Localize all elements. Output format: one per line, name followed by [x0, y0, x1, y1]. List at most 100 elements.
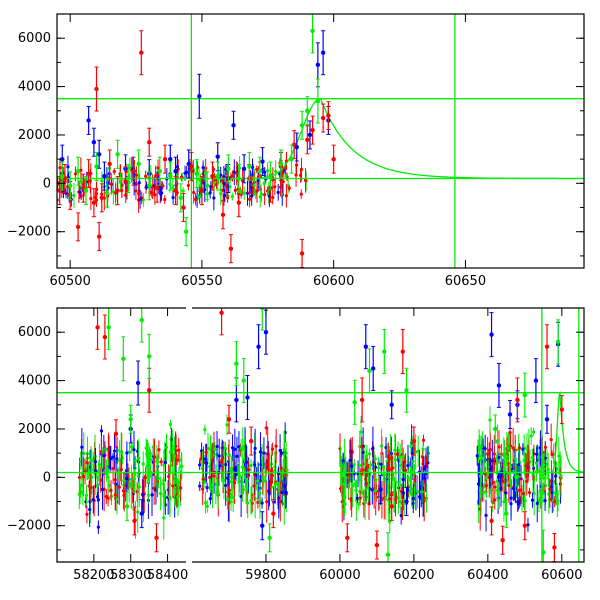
x-tick-label: 58300	[110, 568, 151, 583]
noise-point	[242, 191, 246, 195]
data-point	[121, 356, 126, 361]
noise-point	[353, 482, 357, 486]
data-point	[267, 535, 272, 541]
noise-point	[167, 495, 171, 499]
noise-point	[493, 498, 497, 502]
data-point	[320, 50, 326, 55]
noise-point	[497, 445, 501, 449]
noise-point	[135, 490, 139, 494]
noise-point	[240, 480, 245, 485]
noise-point	[150, 493, 154, 497]
noise-point	[401, 478, 405, 482]
noise-point	[233, 447, 237, 451]
noise-point	[100, 179, 104, 183]
noise-point	[273, 465, 277, 469]
noise-point	[132, 477, 137, 481]
noise-point	[282, 447, 286, 451]
data-point	[371, 366, 376, 371]
noise-point	[395, 452, 400, 456]
data-point	[522, 523, 528, 528]
noise-point	[250, 165, 255, 169]
noise-point	[348, 458, 352, 463]
data-point	[228, 246, 234, 251]
data-point	[363, 344, 369, 349]
noise-point	[279, 451, 284, 455]
noise-point	[221, 478, 225, 482]
noise-point	[203, 428, 207, 432]
noise-point	[339, 472, 344, 477]
noise-point	[174, 449, 178, 453]
noise-point	[109, 182, 113, 186]
data-point	[94, 86, 99, 92]
noise-point	[66, 165, 70, 169]
data-point	[94, 164, 99, 169]
noise-point	[146, 462, 150, 466]
noise-point	[261, 475, 265, 479]
data-point	[189, 164, 194, 169]
data-point	[220, 212, 226, 217]
data-point	[544, 417, 550, 422]
noise-point	[219, 192, 223, 196]
noise-point	[260, 501, 264, 505]
noise-point	[202, 457, 206, 461]
data-point	[260, 159, 265, 164]
noise-point	[368, 463, 373, 467]
noise-point	[168, 422, 173, 426]
data-point	[96, 152, 102, 157]
noise-point	[72, 193, 76, 198]
noise-point	[109, 488, 113, 492]
data-point	[75, 224, 81, 230]
data-point	[146, 388, 152, 393]
panel-frame-left	[56, 307, 186, 563]
data-point	[345, 535, 350, 541]
noise-point	[278, 499, 282, 504]
noise-point	[171, 484, 175, 488]
noise-point	[263, 192, 267, 197]
data-point	[154, 535, 159, 541]
noise-point	[112, 169, 116, 174]
noise-point	[543, 484, 548, 488]
noise-point	[230, 194, 234, 199]
noise-point	[384, 497, 388, 501]
noise-point	[344, 476, 348, 480]
noise-point	[535, 452, 539, 456]
noise-point	[95, 484, 100, 488]
data-point	[95, 325, 100, 330]
data-point	[271, 511, 276, 516]
noise-point	[89, 197, 93, 201]
noise-point	[128, 165, 132, 170]
noise-point	[152, 455, 157, 459]
data-point	[215, 154, 220, 159]
noise-point	[129, 485, 133, 489]
noise-point	[493, 485, 497, 489]
noise-point	[549, 437, 553, 442]
noise-point	[358, 496, 362, 500]
data-point	[115, 152, 120, 157]
noise-point	[91, 498, 95, 502]
noise-point	[175, 165, 180, 169]
noise-point	[559, 474, 563, 478]
noise-point	[143, 475, 148, 480]
noise-point	[141, 462, 145, 466]
noise-point	[260, 456, 264, 460]
data-point	[382, 349, 387, 354]
x-tick-label: 58200	[73, 568, 114, 583]
data-point	[91, 140, 97, 145]
noise-point	[416, 490, 420, 494]
y-tick-label: 2000	[18, 128, 51, 143]
noise-point	[276, 190, 280, 194]
data-point	[231, 123, 236, 128]
data-point	[374, 542, 380, 548]
data-point	[310, 127, 315, 133]
data-point	[136, 161, 141, 167]
data-point	[533, 378, 539, 383]
noise-point	[157, 448, 161, 452]
data-point	[75, 169, 81, 174]
noise-point	[210, 487, 215, 491]
noise-point	[401, 454, 405, 458]
noise-point	[240, 178, 245, 183]
noise-point	[94, 192, 99, 196]
noise-point	[239, 494, 243, 499]
noise-point	[406, 463, 410, 468]
noise-point	[299, 167, 304, 172]
